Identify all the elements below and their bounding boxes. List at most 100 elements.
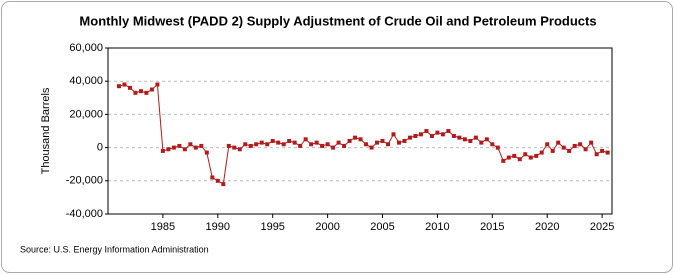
data-point [138,89,143,94]
data-point [160,148,165,153]
data-point [572,143,577,148]
data-point [490,142,495,147]
data-point [303,137,308,142]
y-tick-label: 60,000 [69,42,103,54]
x-tick-label: 1995 [260,221,284,233]
data-point [380,138,385,143]
data-point [396,140,401,145]
data-point [358,137,363,142]
data-point [276,140,281,145]
data-point [556,140,561,145]
data-point [506,155,511,160]
data-point [413,133,418,138]
data-point [418,132,423,137]
data-point [347,138,352,143]
data-point [364,142,369,147]
data-point [451,133,456,138]
data-point [545,142,550,147]
data-point [177,143,182,148]
data-point [155,82,160,87]
data-point [484,137,489,142]
x-tick-label: 2005 [370,221,394,233]
data-point [429,133,434,138]
data-point [292,140,297,145]
data-point [446,129,451,133]
data-point [309,142,314,147]
x-tick-label: 2020 [535,221,559,233]
data-point [254,142,259,147]
data-point [325,142,330,147]
data-point [375,140,380,145]
data-point [215,178,220,183]
data-point [243,142,248,147]
data-point [528,155,533,160]
data-point [298,143,303,148]
plot-area [107,47,613,215]
y-tick-label: 0 [97,142,103,154]
data-point [517,157,522,162]
data-point [314,140,319,145]
x-tick-label: 2015 [480,221,504,233]
data-point [550,148,555,153]
data-point [424,129,429,133]
data-point [567,148,572,153]
data-point [149,87,154,92]
data-point [182,147,187,152]
data-point [270,138,275,143]
data-point [435,130,440,135]
data-point [204,150,209,155]
data-point [281,142,286,147]
data-point [144,90,149,95]
data-point [391,132,396,137]
data-point [539,150,544,155]
data-point [578,142,583,147]
data-point [501,158,506,163]
data-point [605,150,610,155]
x-tick-label: 1985 [151,221,175,233]
y-tick-label: -40,000 [66,208,103,220]
data-point [402,138,407,143]
data-point [122,82,127,87]
data-point [226,143,231,148]
data-point [479,140,484,145]
x-tick-label: 2010 [425,221,449,233]
data-point [457,135,462,140]
data-point [534,153,539,158]
data-point [265,142,270,147]
data-point [221,182,226,187]
data-point [583,147,588,152]
data-point [320,143,325,148]
data-point [116,84,121,89]
data-point [353,135,358,140]
data-point [342,143,347,148]
source: Source: U.S. Energy Information Administ… [20,244,209,254]
data-point [468,138,473,143]
data-point [171,145,176,150]
data-point [166,147,171,152]
data-point [232,145,237,150]
data-point [210,175,215,180]
data-point [440,132,445,137]
data-point [287,138,292,143]
data-point [462,137,467,142]
data-point [133,90,138,95]
data-point [589,140,594,145]
data-point [523,152,528,157]
data-point [199,143,204,148]
y-tick-label: 20,000 [69,108,103,120]
data-point [561,145,566,150]
data-point [512,153,517,158]
data-point [336,140,341,145]
data-point [594,152,599,157]
data-point [248,143,253,148]
chart-title: Monthly Midwest (PADD 2) Supply Adjustme… [79,13,596,28]
data-point [495,145,500,150]
data-point [127,85,132,90]
y-axis-label: Thousand Barrels [40,87,52,174]
data-point [259,140,264,145]
data-point [193,145,198,150]
x-tick-label: 1990 [206,221,230,233]
y-tick-label: -20,000 [66,175,103,187]
data-point [473,135,478,140]
